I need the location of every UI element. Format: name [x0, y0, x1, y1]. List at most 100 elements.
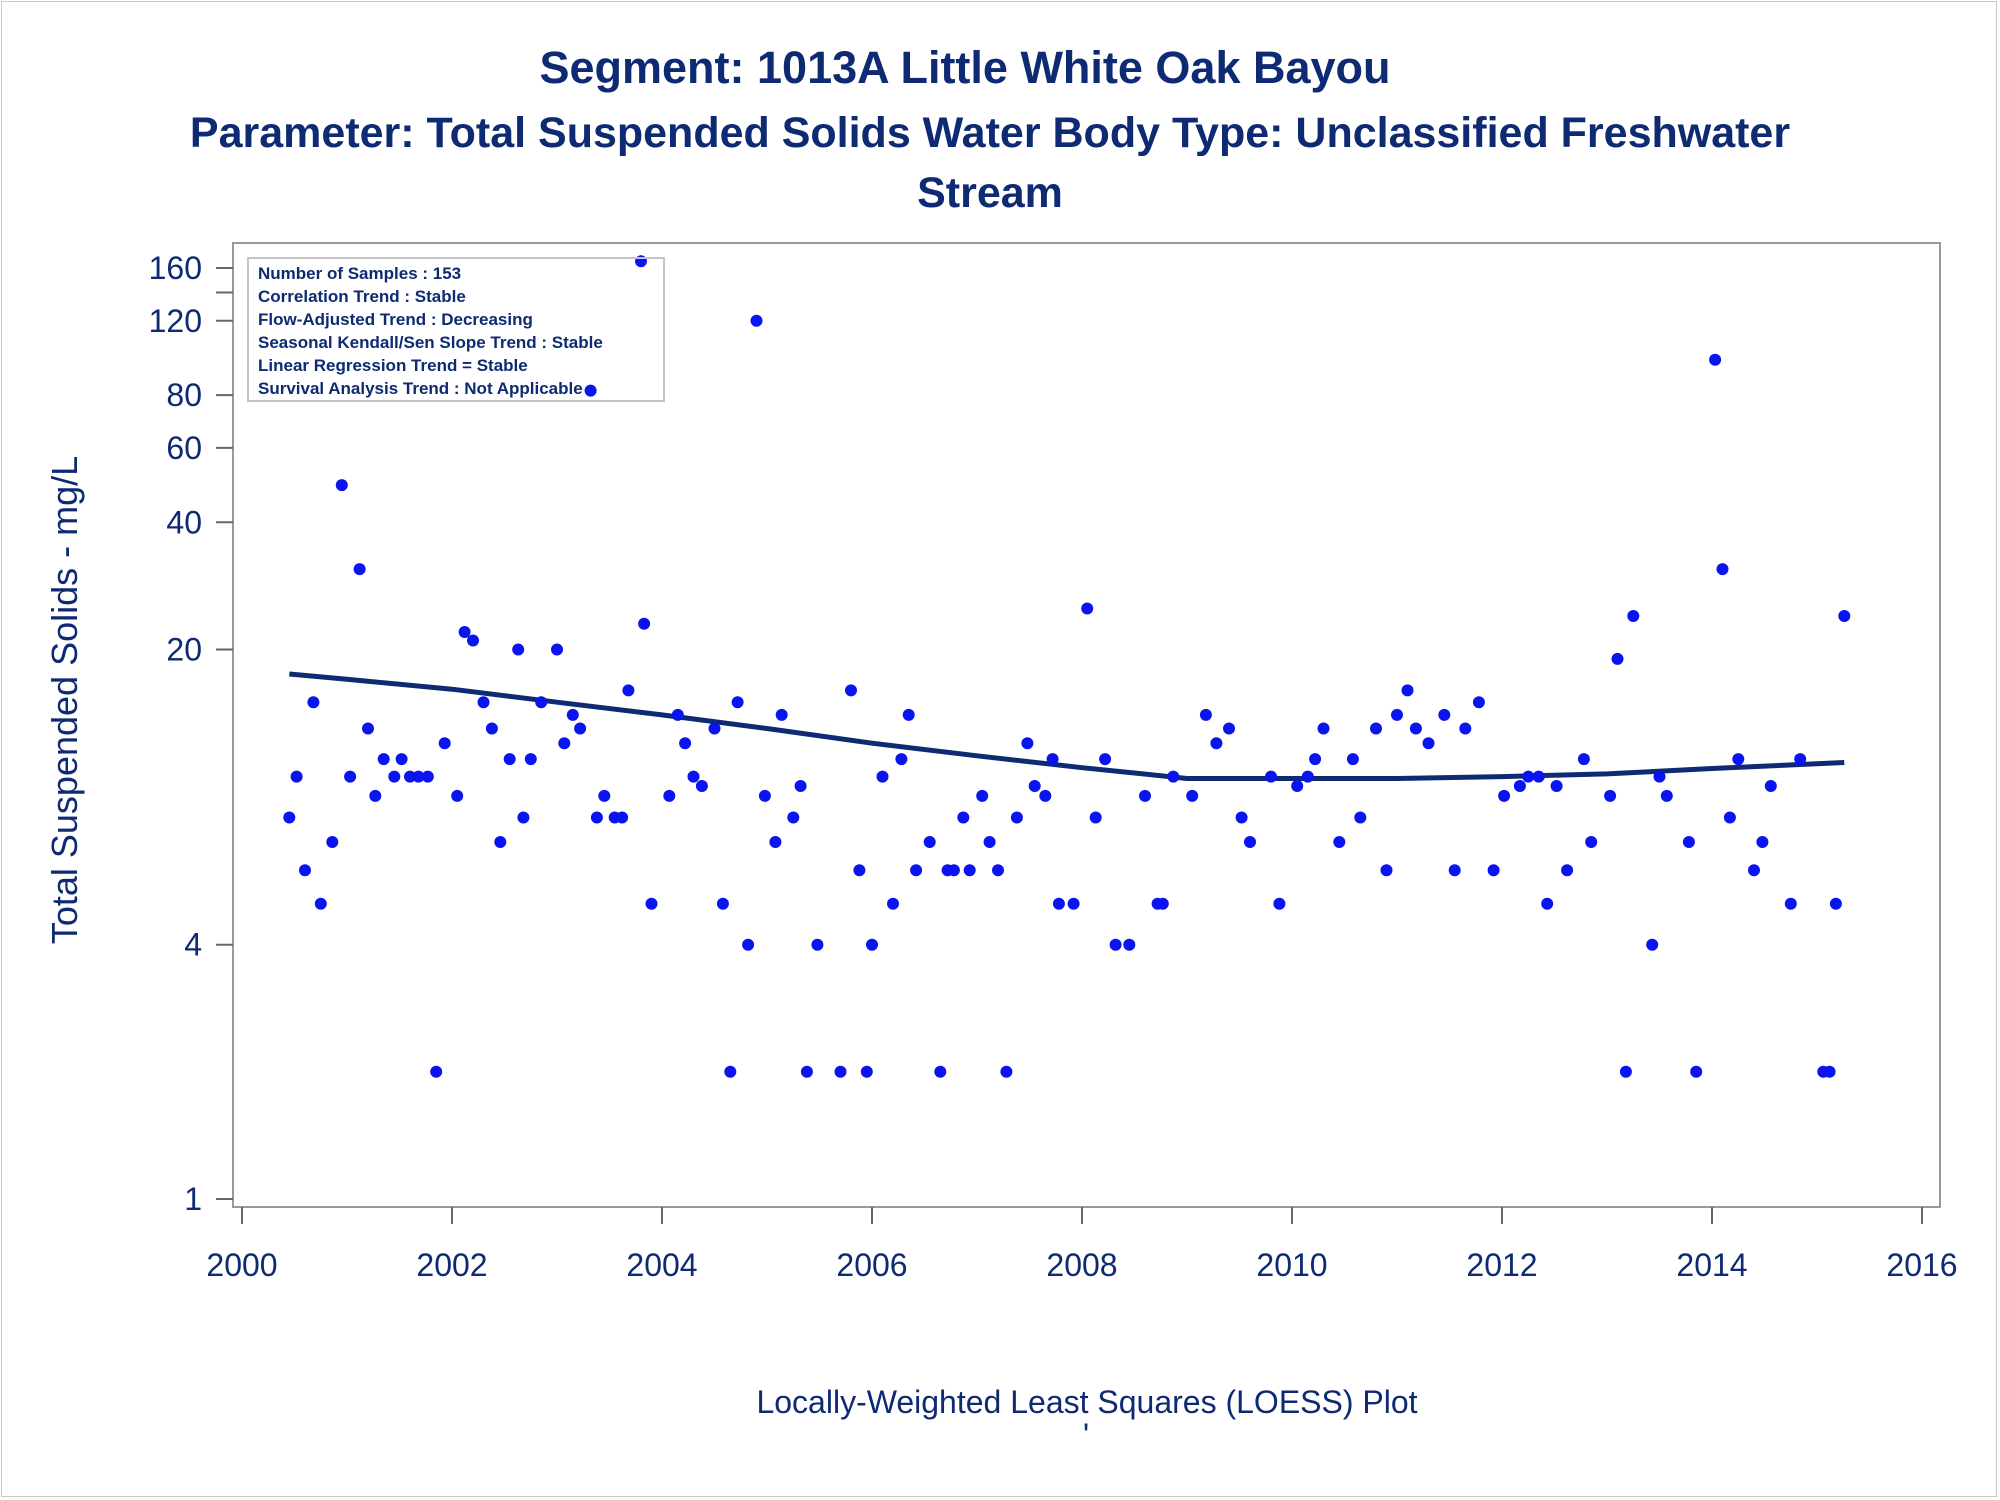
x-tick-label: 2012: [1466, 1247, 1537, 1283]
data-point: [1099, 753, 1112, 766]
x-axis: 2000 2002 2004 2006 2008 2010 2012 2014 2016: [206, 1207, 1958, 1283]
data-point: [307, 696, 320, 709]
data-point: [811, 938, 824, 951]
data-point: [1089, 811, 1102, 824]
data-point: [1309, 753, 1322, 766]
data-point: [438, 737, 451, 750]
data-point: [1370, 722, 1382, 735]
data-point: [283, 811, 296, 824]
data-point: [853, 864, 866, 877]
data-point: [1409, 722, 1422, 735]
data-point: [1604, 789, 1617, 802]
chart-footnote-mark: ': [1083, 1417, 1089, 1453]
data-point: [622, 684, 635, 697]
data-point: [566, 708, 579, 721]
data-point: [1067, 897, 1080, 910]
data-point: [1273, 897, 1286, 910]
y-tick-label: 60: [166, 430, 202, 466]
data-point: [876, 770, 889, 783]
data-point: [1438, 708, 1451, 721]
data-point: [1109, 938, 1122, 951]
data-point: [574, 722, 587, 735]
data-point: [663, 789, 676, 802]
data-point: [1346, 753, 1359, 766]
x-tick-label: 2016: [1886, 1247, 1957, 1283]
data-point: [1139, 789, 1151, 802]
data-point: [1265, 770, 1277, 783]
data-point: [1690, 1065, 1703, 1078]
chart-title: Segment: 1013A Little White Oak Bayou: [539, 42, 1390, 93]
data-point: [645, 897, 658, 910]
data-point: [787, 811, 800, 824]
x-tick-label: 2010: [1256, 1247, 1327, 1283]
data-point: [1081, 602, 1094, 615]
data-point: [1653, 770, 1666, 783]
data-point: [524, 753, 537, 766]
data-point: [887, 897, 899, 910]
data-point: [902, 708, 915, 721]
x-tick-label: 2002: [416, 1247, 487, 1283]
data-point: [616, 811, 629, 824]
data-point: [1000, 1065, 1013, 1078]
data-point: [1401, 684, 1414, 697]
y-tick-label: 1: [184, 1181, 202, 1217]
plot-area: [232, 242, 1941, 1208]
data-point: [314, 897, 327, 910]
data-point: [1046, 753, 1059, 766]
data-point: [1627, 610, 1640, 622]
data-point: [421, 770, 434, 783]
data-point: [1611, 652, 1624, 665]
data-point: [335, 479, 348, 492]
data-point: [1199, 708, 1212, 721]
data-point: [1317, 722, 1330, 735]
data-point: [769, 836, 782, 848]
data-point: [598, 789, 611, 802]
data-point: [1244, 836, 1256, 848]
data-point: [983, 836, 996, 848]
data-point: [923, 836, 936, 848]
data-point: [1660, 789, 1673, 802]
data-point: [451, 789, 464, 802]
data-point: [1756, 836, 1769, 848]
data-point: [638, 617, 651, 630]
data-point: [695, 780, 708, 792]
chart-footnote: Locally-Weighted Least Squares (LOESS) P…: [756, 1384, 1417, 1420]
data-point: [1784, 897, 1797, 910]
data-points: [283, 255, 1851, 1078]
data-point: [1577, 753, 1590, 766]
stats-inset-line: Flow-Adjusted Trend : Decreasing: [258, 310, 533, 329]
data-point: [1794, 753, 1807, 766]
data-point: [775, 708, 788, 721]
data-point: [800, 1065, 813, 1078]
data-point: [1333, 836, 1346, 848]
data-point: [1301, 770, 1314, 783]
x-tick-label: 2006: [836, 1247, 907, 1283]
x-tick-label: 2014: [1676, 1247, 1747, 1283]
data-point: [1223, 722, 1235, 735]
data-point: [494, 836, 507, 848]
data-point: [992, 864, 1004, 877]
y-tick-label: 40: [166, 504, 202, 540]
stats-inset-line: Linear Regression Trend = Stable: [258, 356, 528, 375]
y-axis-title: Total Suspended Solids - mg/L: [44, 456, 85, 944]
data-point: [503, 753, 516, 766]
data-point: [1829, 897, 1842, 910]
data-point: [1459, 722, 1472, 735]
data-point: [517, 811, 530, 824]
data-point: [369, 789, 382, 802]
data-point: [1498, 789, 1511, 802]
x-tick-label: 2008: [1046, 1247, 1117, 1283]
y-tick-label: 4: [184, 927, 202, 963]
data-point: [1472, 696, 1485, 709]
data-point: [558, 737, 571, 750]
data-point: [326, 836, 339, 848]
y-tick-label: 80: [166, 377, 202, 413]
data-point: [910, 864, 923, 877]
data-point: [467, 634, 479, 647]
stats-inset-line: Seasonal Kendall/Sen Slope Trend : Stabl…: [258, 333, 603, 352]
stats-inset-line: Survival Analysis Trend : Not Applicable: [258, 379, 583, 398]
data-point: [957, 811, 970, 824]
data-point: [1235, 811, 1248, 824]
data-point: [362, 722, 374, 735]
